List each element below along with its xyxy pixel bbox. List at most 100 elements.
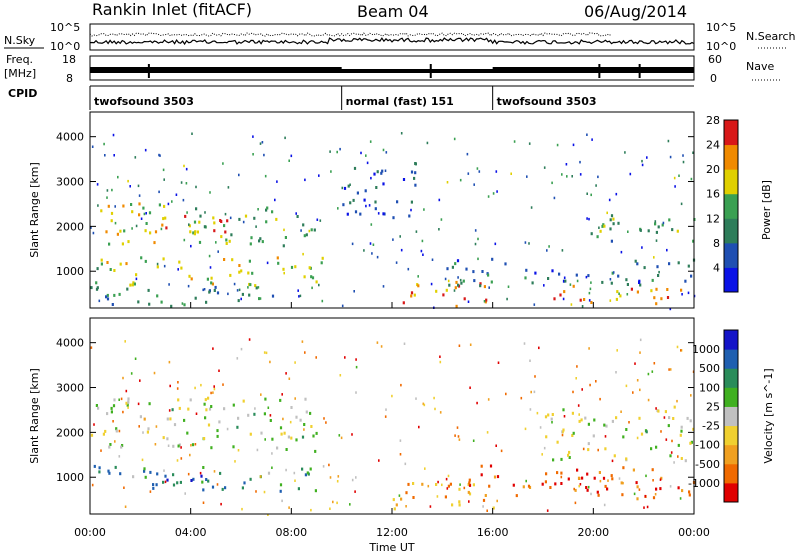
heatmap-cell [282,267,285,271]
heatmap-cell [288,159,290,162]
heatmap-cell [495,170,498,173]
heatmap-cell [459,278,462,282]
heatmap-cell [545,435,548,439]
colorbar-swatch [724,267,738,293]
heatmap-cell [580,418,583,422]
heatmap-cell [664,410,667,414]
heatmap-cell [138,202,141,206]
heatmap-cell [412,482,415,485]
heatmap-cell [100,449,102,452]
heatmap-cell [352,198,355,202]
heatmap-cell [351,242,354,246]
heatmap-cell [143,469,146,473]
heatmap-cell [212,347,214,350]
heatmap-cell [304,178,306,182]
heatmap-cell [481,270,484,273]
heatmap-cell [487,195,490,198]
heatmap-cell [159,154,161,157]
heatmap-cell [256,448,259,452]
heatmap-cell [550,417,553,421]
heatmap-cell [468,483,472,487]
heatmap-cell [213,385,215,388]
heatmap-cell [158,203,161,207]
heatmap-cell [596,235,599,239]
heatmap-cell [98,299,101,303]
heatmap-cell [418,425,420,429]
heatmap-cell [458,500,461,504]
heatmap-cell [185,182,188,185]
heatmap-cell [264,174,267,178]
heatmap-cell [446,181,449,184]
heatmap-cell [240,269,243,273]
heatmap-cell [183,164,185,168]
heatmap-cell [145,212,147,215]
heatmap-cell [92,231,95,235]
heatmap-cell [316,218,319,221]
heatmap-cell [224,212,227,216]
heatmap-cell [528,242,530,245]
heatmap-cell [598,226,600,229]
heatmap-cell [602,476,606,480]
heatmap-cell [646,505,649,509]
heatmap-cell [290,154,293,158]
heatmap-cell [322,465,325,468]
heatmap-cell [93,423,95,426]
heatmap-cell [396,200,399,204]
heatmap-cell [143,212,146,216]
heatmap-cell [435,289,438,293]
heatmap-cell [650,447,653,451]
heatmap-cell [410,170,414,174]
heatmap-cell [259,475,262,478]
heatmap-cell [644,494,647,498]
heatmap-cell [315,280,318,284]
heatmap-cell [208,407,212,411]
x-tick-label: 08:00 [275,526,307,539]
heatmap-cell [472,439,475,442]
heatmap-cell [346,212,349,216]
heatmap-cell [254,284,257,288]
heatmap-cell [222,162,224,165]
colorbar-tick-label: -25 [702,420,720,433]
power-ylabel: Slant Range [km] [28,162,41,258]
heatmap-cell [585,486,588,489]
heatmap-cell [438,198,441,202]
heatmap-cell [677,455,679,458]
heatmap-cell [581,388,583,391]
heatmap-cell [643,506,645,509]
heatmap-cell [575,273,578,277]
heatmap-cell [203,288,206,291]
heatmap-cell [137,300,140,304]
heatmap-cell [220,220,223,223]
y-tick-label: 1000 [56,265,84,278]
heatmap-cell [222,383,224,386]
heatmap-cell [260,393,262,396]
heatmap-cell [382,212,385,216]
heatmap-cell [314,489,317,493]
heatmap-cell [669,368,672,371]
heatmap-cell [611,459,614,463]
heatmap-cell [587,485,590,489]
heatmap-cell [365,204,367,208]
heatmap-cell [385,151,388,154]
heatmap-cell [276,446,279,450]
heatmap-cell [553,297,556,301]
heatmap-cell [195,185,197,189]
heatmap-cell [678,174,680,177]
heatmap-cell [530,390,532,394]
heatmap-cell [90,346,93,349]
heatmap-cell [572,431,575,435]
heatmap-cell [192,477,195,481]
heatmap-cell [650,289,653,293]
station-title: Rankin Inlet (fitACF) [92,0,252,19]
heatmap-cell [190,444,192,447]
heatmap-cell [310,275,313,279]
heatmap-cell [220,235,223,239]
heatmap-cell [202,488,205,492]
heatmap-cell [341,304,344,308]
heatmap-cell [210,281,213,285]
heatmap-cell [473,183,475,186]
heatmap-cell [615,192,618,196]
heatmap-cell [276,180,278,183]
date-label: 06/Aug/2014 [584,2,687,21]
heatmap-cell [343,186,347,190]
